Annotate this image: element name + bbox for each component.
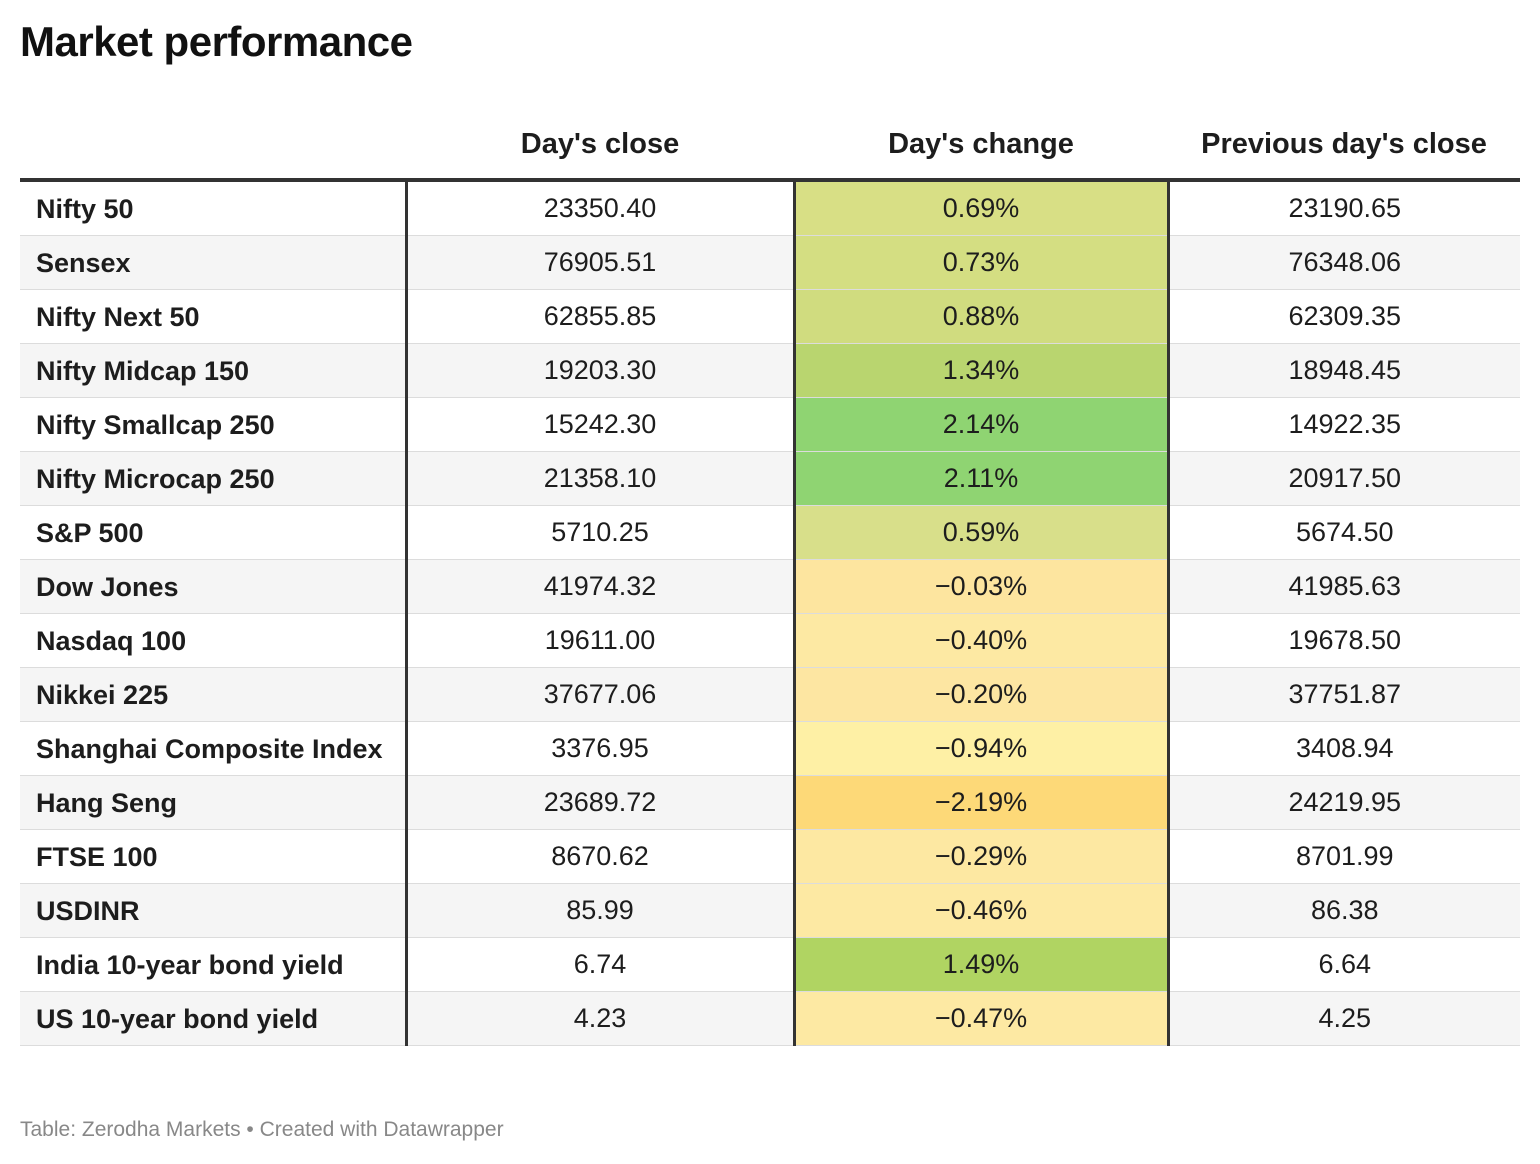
days-change-cell: 0.69% <box>792 180 1168 236</box>
days-close-cell: 41974.32 <box>404 559 794 614</box>
table-row: Sensex 76905.51 0.73% 76348.06 <box>20 235 1520 290</box>
index-name-cell: Nifty 50 <box>20 180 406 236</box>
table-row: Shanghai Composite Index 3376.95 −0.94% 340… <box>20 721 1520 776</box>
index-name-cell: Sensex <box>20 235 406 290</box>
table-row: Nifty Smallcap 250 15242.30 2.14% 14922.35 <box>20 397 1520 452</box>
days-change-cell: −0.47% <box>792 991 1168 1046</box>
index-name-cell: India 10-year bond yield <box>20 937 406 992</box>
table-row: Nifty Next 50 62855.85 0.88% 62309.35 <box>20 289 1520 344</box>
table-row: Hang Seng 23689.72 −2.19% 24219.95 <box>20 775 1520 830</box>
days-change-cell: −0.46% <box>792 883 1168 938</box>
column-header-days-change: Day's change <box>794 110 1168 182</box>
days-close-cell: 37677.06 <box>404 667 794 722</box>
table-row: Nifty Midcap 150 19203.30 1.34% 18948.45 <box>20 343 1520 398</box>
table-row: FTSE 100 8670.62 −0.29% 8701.99 <box>20 829 1520 884</box>
market-table: Day's close Day's change Previous day's … <box>20 110 1520 1046</box>
index-name-cell: Nifty Midcap 150 <box>20 343 406 398</box>
days-close-cell: 3376.95 <box>404 721 794 776</box>
table-row: India 10-year bond yield 6.74 1.49% 6.64 <box>20 937 1520 992</box>
previous-close-cell: 86.38 <box>1166 883 1520 938</box>
previous-close-cell: 62309.35 <box>1166 289 1520 344</box>
column-header-name <box>20 110 406 182</box>
index-name-cell: Dow Jones <box>20 559 406 614</box>
days-close-cell: 6.74 <box>404 937 794 992</box>
previous-close-cell: 41985.63 <box>1166 559 1520 614</box>
days-change-cell: −2.19% <box>792 775 1168 830</box>
chart-title: Market performance <box>20 18 413 65</box>
table-body: Nifty 50 23350.40 0.69% 23190.65 Sensex 76905… <box>20 180 1520 1046</box>
index-name-cell: S&P 500 <box>20 505 406 560</box>
days-change-cell: −0.03% <box>792 559 1168 614</box>
days-change-cell: 2.14% <box>792 397 1168 452</box>
days-change-cell: 0.59% <box>792 505 1168 560</box>
previous-close-cell: 5674.50 <box>1166 505 1520 560</box>
days-change-cell: 0.73% <box>792 235 1168 290</box>
days-close-cell: 8670.62 <box>404 829 794 884</box>
index-name-cell: Hang Seng <box>20 775 406 830</box>
days-close-cell: 19203.30 <box>404 343 794 398</box>
days-close-cell: 76905.51 <box>404 235 794 290</box>
index-name-cell: Nifty Microcap 250 <box>20 451 406 506</box>
days-change-cell: 1.49% <box>792 937 1168 992</box>
previous-close-cell: 76348.06 <box>1166 235 1520 290</box>
previous-close-cell: 24219.95 <box>1166 775 1520 830</box>
previous-close-cell: 4.25 <box>1166 991 1520 1046</box>
table-row: Nikkei 225 37677.06 −0.20% 37751.87 <box>20 667 1520 722</box>
index-name-cell: Nasdaq 100 <box>20 613 406 668</box>
index-name-cell: Shanghai Composite Index <box>20 721 406 776</box>
days-change-cell: −0.29% <box>792 829 1168 884</box>
previous-close-cell: 8701.99 <box>1166 829 1520 884</box>
column-header-days-close: Day's close <box>406 110 794 182</box>
table-row: Dow Jones 41974.32 −0.03% 41985.63 <box>20 559 1520 614</box>
column-header-previous-close: Previous day's close <box>1168 110 1520 182</box>
days-close-cell: 5710.25 <box>404 505 794 560</box>
days-change-cell: 2.11% <box>792 451 1168 506</box>
table-row: USDINR 85.99 −0.46% 86.38 <box>20 883 1520 938</box>
table-row: US 10-year bond yield 4.23 −0.47% 4.25 <box>20 991 1520 1046</box>
previous-close-cell: 20917.50 <box>1166 451 1520 506</box>
table-row: Nifty Microcap 250 21358.10 2.11% 20917.50 <box>20 451 1520 506</box>
days-close-cell: 21358.10 <box>404 451 794 506</box>
days-close-cell: 23350.40 <box>404 180 794 236</box>
days-change-cell: 0.88% <box>792 289 1168 344</box>
days-close-cell: 85.99 <box>404 883 794 938</box>
previous-close-cell: 3408.94 <box>1166 721 1520 776</box>
index-name-cell: Nifty Smallcap 250 <box>20 397 406 452</box>
days-change-cell: −0.20% <box>792 667 1168 722</box>
previous-close-cell: 19678.50 <box>1166 613 1520 668</box>
table-row: Nifty 50 23350.40 0.69% 23190.65 <box>20 180 1520 236</box>
days-close-cell: 23689.72 <box>404 775 794 830</box>
days-close-cell: 15242.30 <box>404 397 794 452</box>
days-close-cell: 4.23 <box>404 991 794 1046</box>
table-row: S&P 500 5710.25 0.59% 5674.50 <box>20 505 1520 560</box>
index-name-cell: Nikkei 225 <box>20 667 406 722</box>
index-name-cell: Nifty Next 50 <box>20 289 406 344</box>
days-close-cell: 19611.00 <box>404 613 794 668</box>
days-change-cell: 1.34% <box>792 343 1168 398</box>
index-name-cell: USDINR <box>20 883 406 938</box>
index-name-cell: FTSE 100 <box>20 829 406 884</box>
previous-close-cell: 23190.65 <box>1166 180 1520 236</box>
previous-close-cell: 14922.35 <box>1166 397 1520 452</box>
previous-close-cell: 37751.87 <box>1166 667 1520 722</box>
index-name-cell: US 10-year bond yield <box>20 991 406 1046</box>
days-change-cell: −0.94% <box>792 721 1168 776</box>
previous-close-cell: 18948.45 <box>1166 343 1520 398</box>
table-header-row: Day's close Day's change Previous day's … <box>20 110 1520 182</box>
previous-close-cell: 6.64 <box>1166 937 1520 992</box>
source-footer: Table: Zerodha Markets • Created with Da… <box>20 1118 504 1141</box>
days-change-cell: −0.40% <box>792 613 1168 668</box>
days-close-cell: 62855.85 <box>404 289 794 344</box>
table-row: Nasdaq 100 19611.00 −0.40% 19678.50 <box>20 613 1520 668</box>
